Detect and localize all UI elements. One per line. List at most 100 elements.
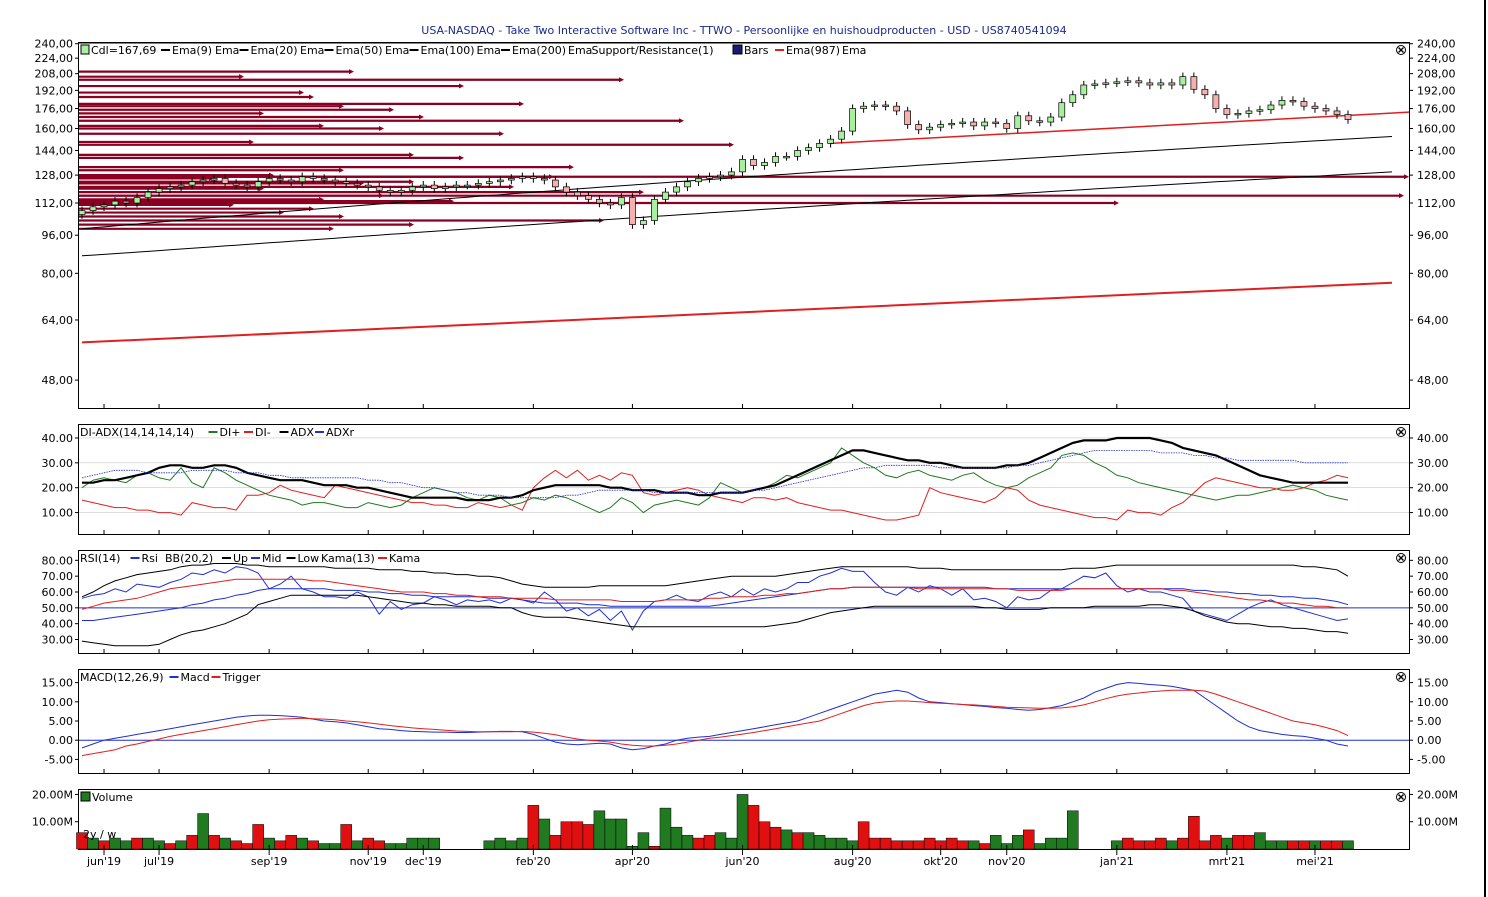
candle-body <box>948 122 956 126</box>
volume-bar <box>1232 835 1244 850</box>
candle-body <box>541 178 548 181</box>
volume-bar <box>296 837 308 850</box>
legend-label: Ema(50) <box>336 44 383 57</box>
candle-body <box>926 126 934 131</box>
candle-body <box>651 198 658 221</box>
volume-bar <box>879 837 892 850</box>
volume-bar <box>758 821 771 850</box>
volume-bar <box>1056 837 1068 850</box>
volume-bar <box>1034 843 1046 850</box>
candle-body <box>1333 110 1341 115</box>
panel-frame-0 <box>78 42 1410 409</box>
volume-bar <box>285 835 297 850</box>
candle-body <box>717 174 724 178</box>
candle-body <box>309 176 317 179</box>
support-resistance-arrow <box>1114 200 1119 206</box>
support-resistance-arrow <box>319 196 324 202</box>
y-tick-label-right: 70.00 <box>1417 570 1449 583</box>
candle-body <box>177 184 185 188</box>
volume-bar <box>164 843 176 850</box>
candle-body <box>1344 114 1352 120</box>
volume-bar <box>406 837 419 850</box>
candle-body <box>1190 76 1198 90</box>
legend-label: BB(20,2) <box>165 552 213 565</box>
candle-body <box>1256 109 1264 112</box>
candle-body <box>78 210 86 215</box>
volume-bar <box>428 837 441 850</box>
candle-body <box>1069 94 1077 104</box>
candle-body <box>805 147 812 151</box>
x-tick-label: jun'19 <box>86 855 121 868</box>
y-tick-label-left: 20.00 <box>42 482 74 495</box>
volume-bar <box>549 835 562 850</box>
candle-body <box>1135 80 1143 84</box>
candle-body <box>364 184 372 188</box>
volume-bar <box>1331 840 1343 850</box>
candle-body <box>618 197 625 206</box>
y-tick-label-right: 0.00 <box>1417 734 1442 747</box>
y-tick-label-left: 208,00 <box>35 68 74 81</box>
support-resistance-arrow <box>249 139 254 145</box>
volume-bar <box>1243 835 1255 850</box>
support-resistance-arrow <box>599 218 604 224</box>
candle-body <box>1245 110 1253 114</box>
candle-body <box>188 181 196 186</box>
volume-bar <box>252 824 264 850</box>
candle-body <box>596 198 603 204</box>
volume-bar <box>1320 840 1332 850</box>
candle-body <box>1091 83 1099 86</box>
candle-body <box>485 181 493 184</box>
candle-body <box>518 176 526 179</box>
candle-body <box>574 191 581 197</box>
legend-label: Ema(987) <box>786 44 840 57</box>
y-tick-label-right: 50.00 <box>1417 602 1449 615</box>
panel-frame-3 <box>78 669 1410 774</box>
candle-body <box>353 183 361 186</box>
x-tick-label: nov'20 <box>988 855 1025 868</box>
volume-bar <box>736 794 749 850</box>
support-resistance-arrow <box>409 222 414 228</box>
volume-bar <box>747 805 760 850</box>
volume-bar <box>1155 837 1167 850</box>
ema-200-line <box>81 171 1393 257</box>
volume-bar <box>142 837 154 850</box>
candle-body <box>276 178 284 181</box>
x-tick-label: aug'20 <box>834 855 872 868</box>
candle-body <box>1278 100 1286 106</box>
volume-bar <box>692 837 705 850</box>
support-resistance-arrow <box>639 189 644 195</box>
candle-body <box>607 202 614 206</box>
trend-line <box>830 111 1410 145</box>
support-resistance-arrow <box>379 125 384 131</box>
series-line-adx <box>82 436 1348 502</box>
volume-bar <box>1276 840 1288 850</box>
legend-background <box>80 44 980 58</box>
candle-body <box>1058 102 1066 118</box>
legend-label: Ema(200) <box>512 44 566 57</box>
legend-label: Kama <box>389 552 420 565</box>
volume-bar <box>208 835 220 850</box>
volume-bar <box>395 843 408 850</box>
support-resistance-arrow <box>339 214 344 220</box>
candle-body <box>320 178 328 181</box>
y-tick-label-left: 50.00 <box>42 602 74 615</box>
close-panel-icon-x <box>1398 794 1404 800</box>
candle-body <box>265 178 273 183</box>
volume-bar <box>593 810 606 850</box>
candle-body <box>232 183 240 186</box>
legend-label: Support/Resistance(1) <box>592 44 714 57</box>
candle-body <box>199 179 207 183</box>
y-tick-label-left: 224,00 <box>35 52 74 65</box>
y-tick-label-right: 60.00 <box>1417 586 1449 599</box>
series-line-low <box>81 594 1349 647</box>
legend-label: Ema <box>842 44 866 57</box>
volume-bar <box>219 837 231 850</box>
y-tick-label-right: 160,00 <box>1417 122 1456 135</box>
candle-body <box>342 181 350 184</box>
candle-body <box>673 186 680 193</box>
volume-bar <box>791 832 804 850</box>
support-resistance-arrow <box>239 74 244 80</box>
volume-bar <box>307 840 319 850</box>
volume-bar <box>1011 835 1024 850</box>
candle-body <box>684 181 691 188</box>
